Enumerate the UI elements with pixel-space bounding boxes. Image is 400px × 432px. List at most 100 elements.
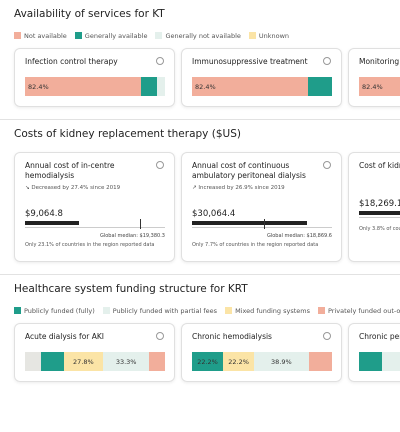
- section-title: Healthcare system funding structure for …: [14, 283, 248, 296]
- bar-segment: 38.9%: [254, 352, 309, 372]
- card-title: Immunosuppressive treatment: [192, 57, 308, 66]
- info-icon: [323, 332, 331, 341]
- card: Cost of kidne the first yea $18,269.1 Only…: [348, 152, 400, 263]
- bar-segment: 82.4%: [25, 77, 141, 97]
- section: Healthcare system funding structure for …: [0, 275, 400, 394]
- legend-label: Generally available: [84, 32, 148, 40]
- segment-label: 38.9%: [271, 357, 292, 366]
- card: Chronic hemodialysis 22.2% 22.2% 38.9%: [181, 323, 342, 383]
- legend-label: Publicly funded with partial fees: [112, 307, 218, 316]
- card-title: Annual cost of in-centre hemodialysis: [25, 161, 115, 181]
- legend-swatch: [318, 307, 325, 315]
- note: Only 3.8% of countr: [359, 226, 400, 233]
- cost-bar: [359, 211, 400, 216]
- bar-segment: 82.4%: [359, 77, 400, 97]
- card-row: Infection control therapy 82.4% Immunosupp…: [14, 48, 400, 108]
- legend-item: Unknown: [248, 32, 290, 40]
- bar-segment: [307, 77, 332, 97]
- segment-label: 33.3%: [115, 357, 137, 366]
- bar-segment: 22.2%: [223, 352, 255, 372]
- section: Costs of kidney replacement therapy ($US…: [0, 120, 400, 276]
- legend-label: Publicly funded (fully): [24, 307, 95, 316]
- legend-swatch: [155, 32, 163, 39]
- note: Only 7.7% of countries in the region rep…: [192, 242, 319, 249]
- section-title: Availability of services for KT: [14, 8, 165, 20]
- baseline: [192, 227, 332, 229]
- cost-value: $30,064.4: [192, 209, 236, 220]
- legend-label: Privately funded out-of-pocket: [328, 307, 400, 316]
- median-marker: [264, 219, 266, 230]
- stacked-bar: 82.4%: [25, 77, 166, 97]
- trend: ↘ Decreased by 27.4% since 2019: [25, 185, 121, 192]
- cost-value: $9,064.8: [25, 209, 63, 220]
- card-title: Chronic peri: [359, 332, 400, 342]
- segment-label: 82.4%: [362, 82, 383, 91]
- card: Immunosuppressive treatment 82.4%: [181, 48, 342, 108]
- info-icon: [156, 332, 164, 341]
- bar-segment: [40, 352, 64, 372]
- legend-swatch: [248, 32, 256, 39]
- info-icon: [323, 161, 331, 170]
- bullet-chart: [359, 209, 400, 223]
- segment-label: 22.2%: [197, 357, 218, 366]
- card-title: Infection control therapy: [25, 57, 118, 66]
- legend: Publicly funded (fully) Publicly funded w…: [14, 307, 400, 315]
- info-icon: [323, 57, 331, 65]
- card: Chronic peri 61.1%: [348, 323, 400, 383]
- stacked-bar: 82.4%: [192, 77, 332, 97]
- segment-label: 82.4%: [28, 82, 49, 91]
- legend-swatch: [74, 32, 82, 39]
- card-title: Cost of kidne the first yea: [359, 161, 400, 171]
- bar-segment: 33.3%: [102, 352, 150, 372]
- info-icon: [156, 161, 164, 170]
- legend-item: Publicly funded (fully): [14, 307, 95, 315]
- card: Annual cost of in-centre hemodialysis ↘ D…: [14, 152, 175, 263]
- card: Monitoring fa 82.4%: [348, 48, 400, 108]
- legend-swatch: [14, 32, 21, 39]
- segment-label: 22.2%: [228, 357, 249, 366]
- bar-segment: 27.8%: [63, 352, 103, 372]
- card: Infection control therapy 82.4%: [14, 48, 175, 108]
- legend: Not available Generally available Generall…: [14, 32, 400, 40]
- legend-label: Mixed funding systems: [235, 307, 310, 316]
- median-label: Global median: $18,869.6: [266, 233, 332, 240]
- bar-segment: 22.2%: [192, 352, 224, 372]
- bar-segment: [308, 352, 332, 372]
- card-title: Acute dialysis for AKI: [25, 332, 105, 342]
- legend-item: Generally available: [74, 32, 148, 40]
- cost-value: $18,269.1: [359, 199, 400, 210]
- stacked-bar: 82.4%: [359, 77, 400, 97]
- bar-segment: [157, 77, 166, 97]
- cost-bar: [25, 221, 79, 226]
- bar-segment: [359, 352, 383, 372]
- card: Acute dialysis for AKI 27.8% 33.3%: [14, 323, 175, 383]
- legend-swatch: [225, 307, 233, 315]
- segment-label: 82.4%: [195, 82, 216, 91]
- stacked-bar: 61.1%: [359, 352, 400, 372]
- trend: [359, 175, 400, 183]
- median-label: Global median: $19,380.3: [99, 233, 165, 240]
- card-title: Monitoring fa: [359, 57, 400, 66]
- bar-segment: 61.1%: [382, 352, 400, 372]
- bar-segment: [140, 77, 158, 97]
- median-marker: [140, 219, 141, 230]
- card-title: Annual cost of continuous ambulatory per…: [192, 161, 306, 181]
- card: Annual cost of continuous ambulatory per…: [181, 152, 342, 263]
- legend-swatch: [102, 307, 110, 315]
- stacked-bar: 27.8% 33.3%: [25, 352, 166, 372]
- bullet-chart: [25, 219, 165, 233]
- note: Only 23.1% of countries in the region re…: [25, 242, 155, 249]
- card-title: Chronic hemodialysis: [192, 332, 272, 342]
- legend-label: Unknown: [258, 32, 290, 40]
- legend-item: Privately funded out-of-pocket: [318, 307, 400, 315]
- bar-segment: [149, 352, 166, 372]
- bar-segment: [25, 352, 41, 372]
- legend-label: Generally not available: [165, 32, 241, 40]
- legend-item: Not available: [14, 32, 67, 40]
- info-icon: [156, 57, 164, 65]
- trend: ↗ Increased by 26.9% since 2019: [192, 185, 285, 192]
- segment-label: 27.8%: [73, 357, 94, 366]
- section: Availability of services for KT Not avail…: [0, 0, 400, 121]
- legend-swatch: [14, 307, 21, 315]
